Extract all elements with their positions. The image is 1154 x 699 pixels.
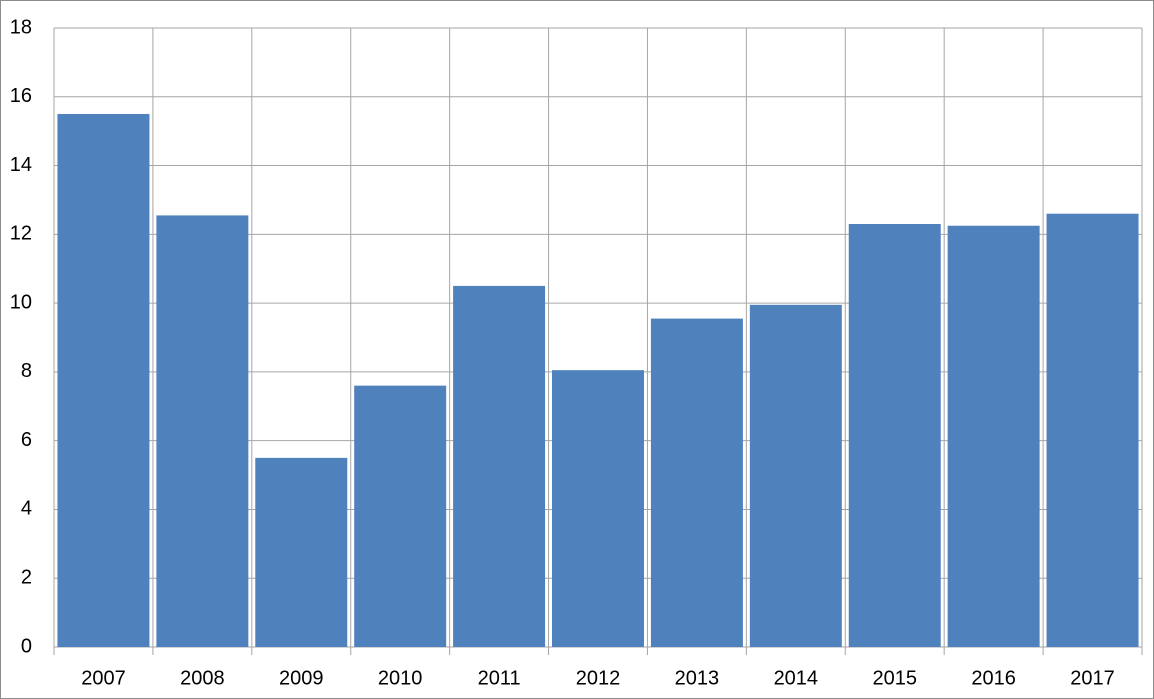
bar: [848, 224, 941, 647]
bar: [255, 457, 348, 647]
x-tick-label: 2012: [576, 667, 621, 689]
x-tick-label: 2010: [378, 667, 423, 689]
x-tick-label: 2009: [279, 667, 324, 689]
bar: [57, 113, 150, 647]
bar: [354, 385, 447, 647]
y-tick-label: 8: [21, 360, 32, 382]
bar: [947, 225, 1040, 647]
bar: [749, 304, 842, 647]
x-tick-label: 2008: [180, 667, 225, 689]
bar: [1046, 213, 1139, 647]
bar: [552, 370, 644, 647]
x-tick-label: 2007: [81, 667, 126, 689]
x-tick-label: 2014: [774, 667, 819, 689]
y-tick-label: 16: [10, 85, 32, 107]
y-tick-label: 10: [10, 291, 32, 313]
y-tick-label: 6: [21, 429, 32, 451]
bar: [453, 285, 546, 647]
x-tick-label: 2015: [872, 667, 917, 689]
y-tick-label: 14: [10, 154, 32, 176]
bar: [650, 318, 743, 647]
y-tick-label: 2: [21, 567, 32, 589]
bar: [156, 215, 249, 648]
x-tick-label: 2013: [675, 667, 720, 689]
x-tick-label: 2016: [971, 667, 1016, 689]
x-tick-label: 2017: [1070, 667, 1115, 689]
y-tick-label: 18: [10, 16, 32, 38]
y-tick-label: 4: [21, 498, 32, 520]
y-tick-label: 12: [10, 223, 32, 245]
x-tick-label: 2011: [478, 667, 521, 689]
y-tick-label: 0: [21, 635, 32, 657]
